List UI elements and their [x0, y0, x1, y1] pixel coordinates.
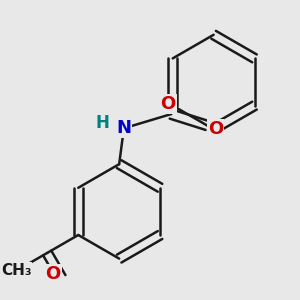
Text: N: N [116, 119, 131, 137]
Text: CH₃: CH₃ [1, 263, 31, 278]
Text: O: O [45, 265, 61, 283]
Text: O: O [160, 95, 176, 113]
Text: H: H [95, 114, 109, 132]
Text: O: O [208, 120, 223, 138]
